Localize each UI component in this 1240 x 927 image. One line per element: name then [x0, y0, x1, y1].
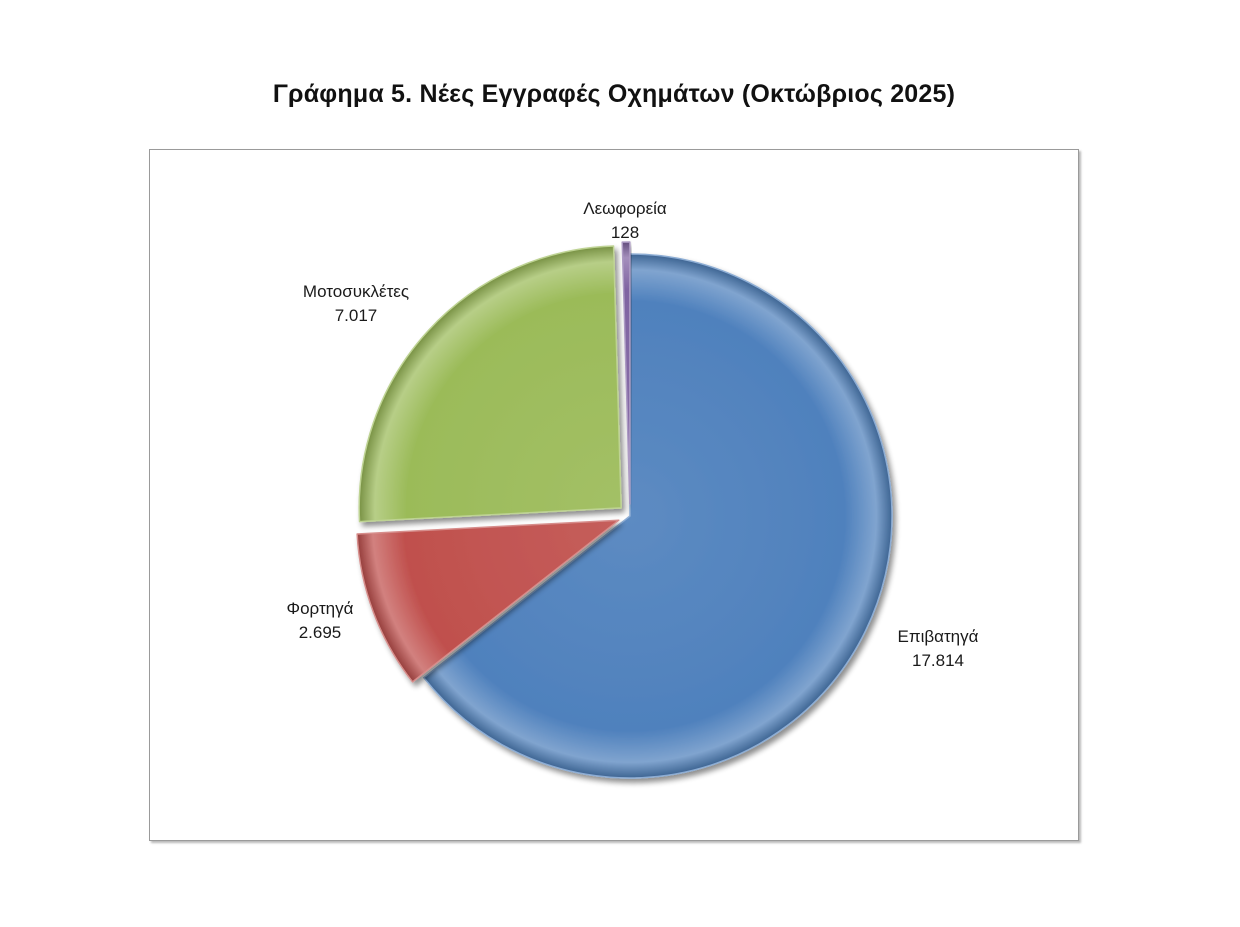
chart-title: Γράφημα 5. Νέες Εγγραφές Οχημάτων (Οκτώβ… — [272, 80, 956, 108]
slice-name: Φορτηγά — [287, 599, 354, 618]
slice-value: 2.695 — [299, 623, 342, 642]
slice-passenger-cars — [423, 253, 893, 779]
slice-name: Λεωφορεία — [583, 199, 667, 218]
slice-trucks — [356, 519, 620, 683]
slice-name: Επιβατηγά — [898, 627, 979, 646]
slice-motorcycles — [358, 245, 622, 523]
slice-buses — [621, 241, 631, 505]
label-buses: Λεωφορεία 128 — [583, 199, 667, 242]
slice-name: Μοτοσυκλέτες — [303, 282, 409, 301]
label-passenger-cars: Επιβατηγά 17.814 — [898, 627, 979, 670]
slice-value: 128 — [611, 223, 639, 242]
label-trucks: Φορτηγά 2.695 — [287, 599, 354, 642]
slice-value: 7.017 — [335, 306, 378, 325]
slice-value: 17.814 — [912, 651, 964, 670]
label-motorcycles: Μοτοσυκλέτες 7.017 — [303, 282, 409, 325]
